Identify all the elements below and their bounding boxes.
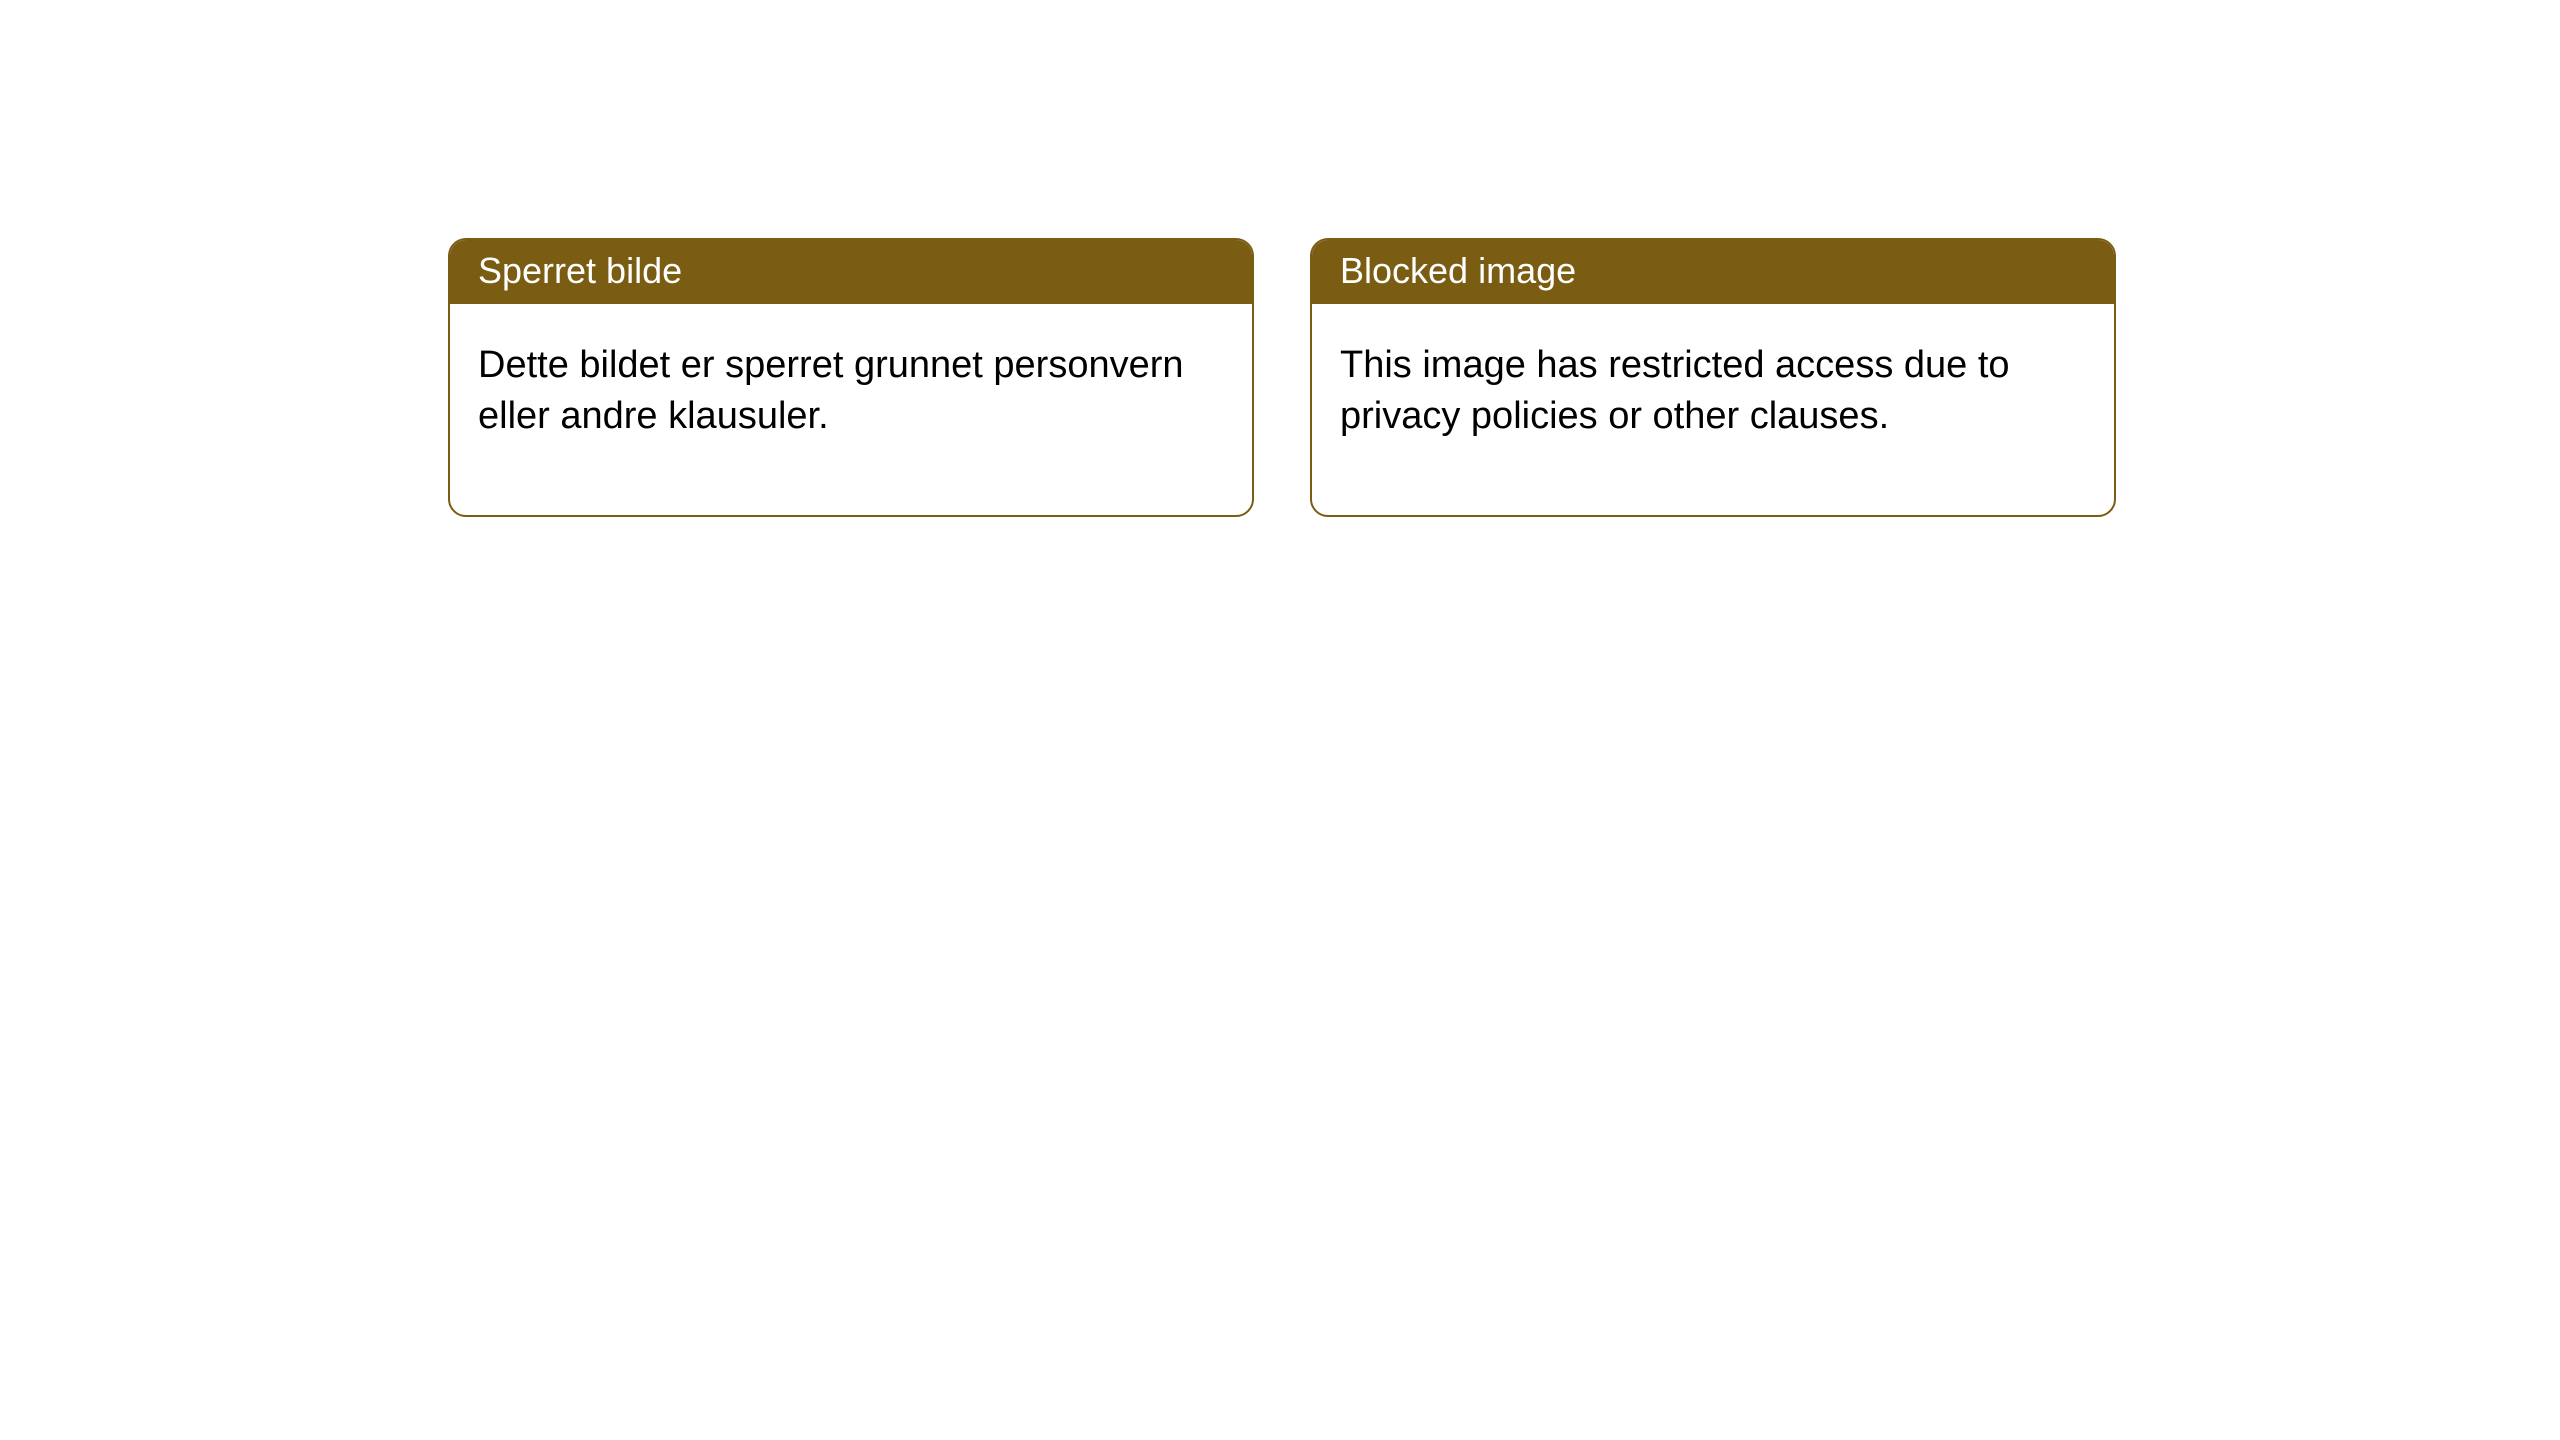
card-body-text: Dette bildet er sperret grunnet personve… [478,344,1184,437]
card-header: Blocked image [1312,240,2114,304]
card-header: Sperret bilde [450,240,1252,304]
card-title: Sperret bilde [478,250,682,291]
card-body: Dette bildet er sperret grunnet personve… [450,304,1252,515]
card-body-text: This image has restricted access due to … [1340,344,2010,437]
notice-container: Sperret bilde Dette bildet er sperret gr… [0,0,2560,517]
blocked-image-card-no: Sperret bilde Dette bildet er sperret gr… [448,238,1254,517]
card-title: Blocked image [1340,250,1576,291]
card-body: This image has restricted access due to … [1312,304,2114,515]
blocked-image-card-en: Blocked image This image has restricted … [1310,238,2116,517]
